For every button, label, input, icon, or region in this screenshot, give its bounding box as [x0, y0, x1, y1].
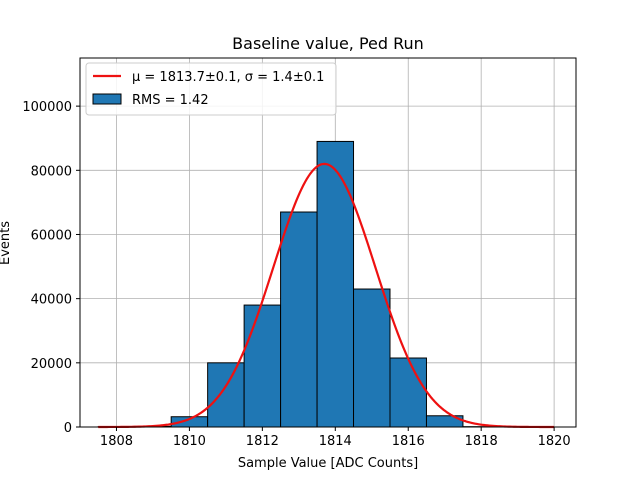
histogram-bar	[208, 363, 244, 427]
x-axis-ticks: 1808 1810 1812 1814 1816 1818 1820	[100, 427, 571, 449]
x-tick-label: 1808	[100, 434, 133, 449]
chart-title: Baseline value, Ped Run	[232, 34, 424, 53]
x-tick-label: 1818	[465, 434, 498, 449]
legend-histogram-swatch	[93, 94, 121, 104]
histogram-bar	[281, 212, 317, 427]
legend-histogram-label: RMS = 1.42	[132, 93, 209, 108]
legend: μ = 1813.7±0.1, σ = 1.4±0.1 RMS = 1.42	[86, 63, 336, 115]
histogram-bar	[354, 289, 390, 427]
x-tick-label: 1820	[538, 434, 571, 449]
histogram-bar	[317, 141, 353, 427]
histogram-bars	[98, 141, 499, 427]
x-axis-label: Sample Value [ADC Counts]	[238, 456, 418, 471]
y-tick-label: 0	[64, 421, 72, 436]
y-tick-label: 20000	[31, 357, 72, 372]
y-tick-label: 100000	[22, 100, 72, 115]
y-axis-label: Events	[0, 221, 13, 265]
histogram-bar	[390, 358, 426, 427]
x-tick-label: 1816	[392, 434, 425, 449]
legend-fit-label: μ = 1813.7±0.1, σ = 1.4±0.1	[132, 70, 324, 85]
x-tick-label: 1812	[246, 434, 279, 449]
histogram-bar	[244, 305, 280, 427]
y-tick-label: 60000	[31, 228, 72, 243]
y-axis-ticks: 0 20000 40000 60000 80000 100000	[22, 100, 80, 436]
x-tick-label: 1810	[173, 434, 206, 449]
x-tick-label: 1814	[319, 434, 352, 449]
y-tick-label: 40000	[31, 293, 72, 308]
y-tick-label: 80000	[31, 164, 72, 179]
